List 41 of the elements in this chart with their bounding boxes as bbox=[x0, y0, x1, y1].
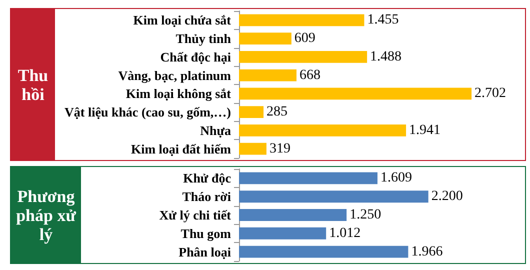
bar bbox=[239, 142, 266, 155]
bar bbox=[239, 106, 264, 118]
y-tick-label: Khử độc bbox=[183, 170, 232, 186]
bar bbox=[239, 209, 347, 221]
data-label: 1.609 bbox=[380, 170, 412, 186]
y-tick-label: Nhựa bbox=[200, 122, 232, 138]
bar bbox=[239, 32, 292, 45]
data-label: 668 bbox=[299, 68, 320, 83]
bar bbox=[239, 88, 472, 100]
y-tick-label: Kim loại đất hiếm bbox=[130, 141, 232, 156]
y-tick-label: Vật liệu khác (cao su, gốm,…) bbox=[64, 104, 231, 120]
y-tick-label: Thủy tinh bbox=[176, 31, 232, 46]
y-tick-label: Kim loại không sắt bbox=[126, 86, 232, 102]
y-tick-label: Tháo rời bbox=[182, 189, 232, 204]
bar bbox=[239, 172, 378, 184]
data-label: 2.702 bbox=[474, 86, 506, 102]
bar bbox=[239, 124, 406, 136]
data-label: 1.455 bbox=[367, 12, 399, 28]
bar bbox=[239, 69, 296, 82]
y-tick-label: Xử lý chi tiết bbox=[159, 208, 232, 222]
text: Phương pháp xử lý bbox=[11, 167, 81, 263]
bar bbox=[239, 190, 428, 203]
bar bbox=[239, 227, 326, 240]
data-label: 1.941 bbox=[409, 122, 441, 138]
bar bbox=[239, 14, 364, 26]
y-tick-label: Vàng, bạc, platinum bbox=[118, 68, 232, 83]
y-tick-label: Chất độc hại bbox=[160, 49, 232, 64]
y-tick-label: Kim loại chứa sắt bbox=[133, 12, 232, 28]
data-label: 2.200 bbox=[431, 189, 463, 204]
data-label: 285 bbox=[266, 104, 288, 120]
data-label: 1.488 bbox=[370, 49, 402, 64]
data-label: 609 bbox=[294, 31, 316, 46]
data-label: 1.250 bbox=[350, 208, 382, 222]
data-label: 319 bbox=[269, 141, 290, 156]
data-label: 1.966 bbox=[411, 244, 443, 260]
bar bbox=[239, 246, 408, 258]
y-tick-label: Phân loại bbox=[178, 244, 232, 260]
data-label: 1.012 bbox=[329, 226, 361, 241]
text: Thu hồi bbox=[11, 9, 55, 160]
y-tick-label: Thu gom bbox=[180, 226, 232, 241]
bar bbox=[239, 50, 368, 63]
